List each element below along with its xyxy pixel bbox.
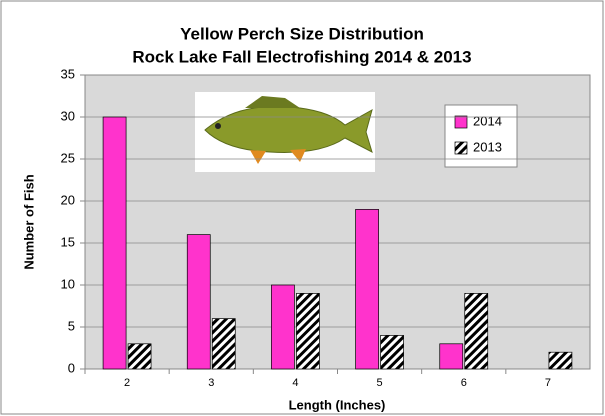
x-axis-title: Length (Inches)	[289, 397, 386, 412]
legend-swatch	[454, 115, 468, 129]
bar	[464, 293, 489, 370]
x-tick-label: 7	[545, 377, 551, 389]
bar	[211, 318, 236, 370]
y-tick-label: 30	[61, 108, 75, 123]
y-tick-label: 0	[68, 360, 75, 375]
chart-subtitle: Rock Lake Fall Electrofishing 2014 & 201…	[132, 47, 471, 66]
legend: 2014 2013	[444, 104, 518, 168]
y-tick-label: 15	[61, 234, 75, 249]
legend-label: 2014	[473, 113, 502, 128]
bar	[127, 343, 152, 370]
y-tick-label: 20	[61, 192, 75, 207]
bar	[271, 284, 295, 370]
x-tick-label: 5	[377, 377, 383, 389]
fish-image	[195, 92, 375, 172]
x-tick-label: 3	[208, 377, 214, 389]
legend-swatch	[454, 141, 468, 155]
bar	[380, 335, 404, 370]
x-tick-label: 6	[461, 377, 467, 389]
bar	[548, 351, 573, 370]
bar	[439, 343, 464, 370]
x-tick-label: 2	[124, 377, 130, 389]
y-tick-label: 35	[61, 66, 75, 81]
y-tick-label: 5	[68, 318, 75, 333]
chart-title: Yellow Perch Size Distribution	[180, 24, 424, 43]
bar	[186, 234, 211, 370]
bar	[296, 293, 320, 370]
bar	[102, 116, 127, 370]
y-axis-title: Number of Fish	[21, 174, 36, 269]
bar	[355, 209, 379, 370]
y-tick-label: 25	[61, 150, 75, 165]
legend-label: 2013	[473, 139, 502, 154]
y-tick-label: 10	[61, 276, 75, 291]
x-tick-label: 4	[292, 377, 298, 389]
